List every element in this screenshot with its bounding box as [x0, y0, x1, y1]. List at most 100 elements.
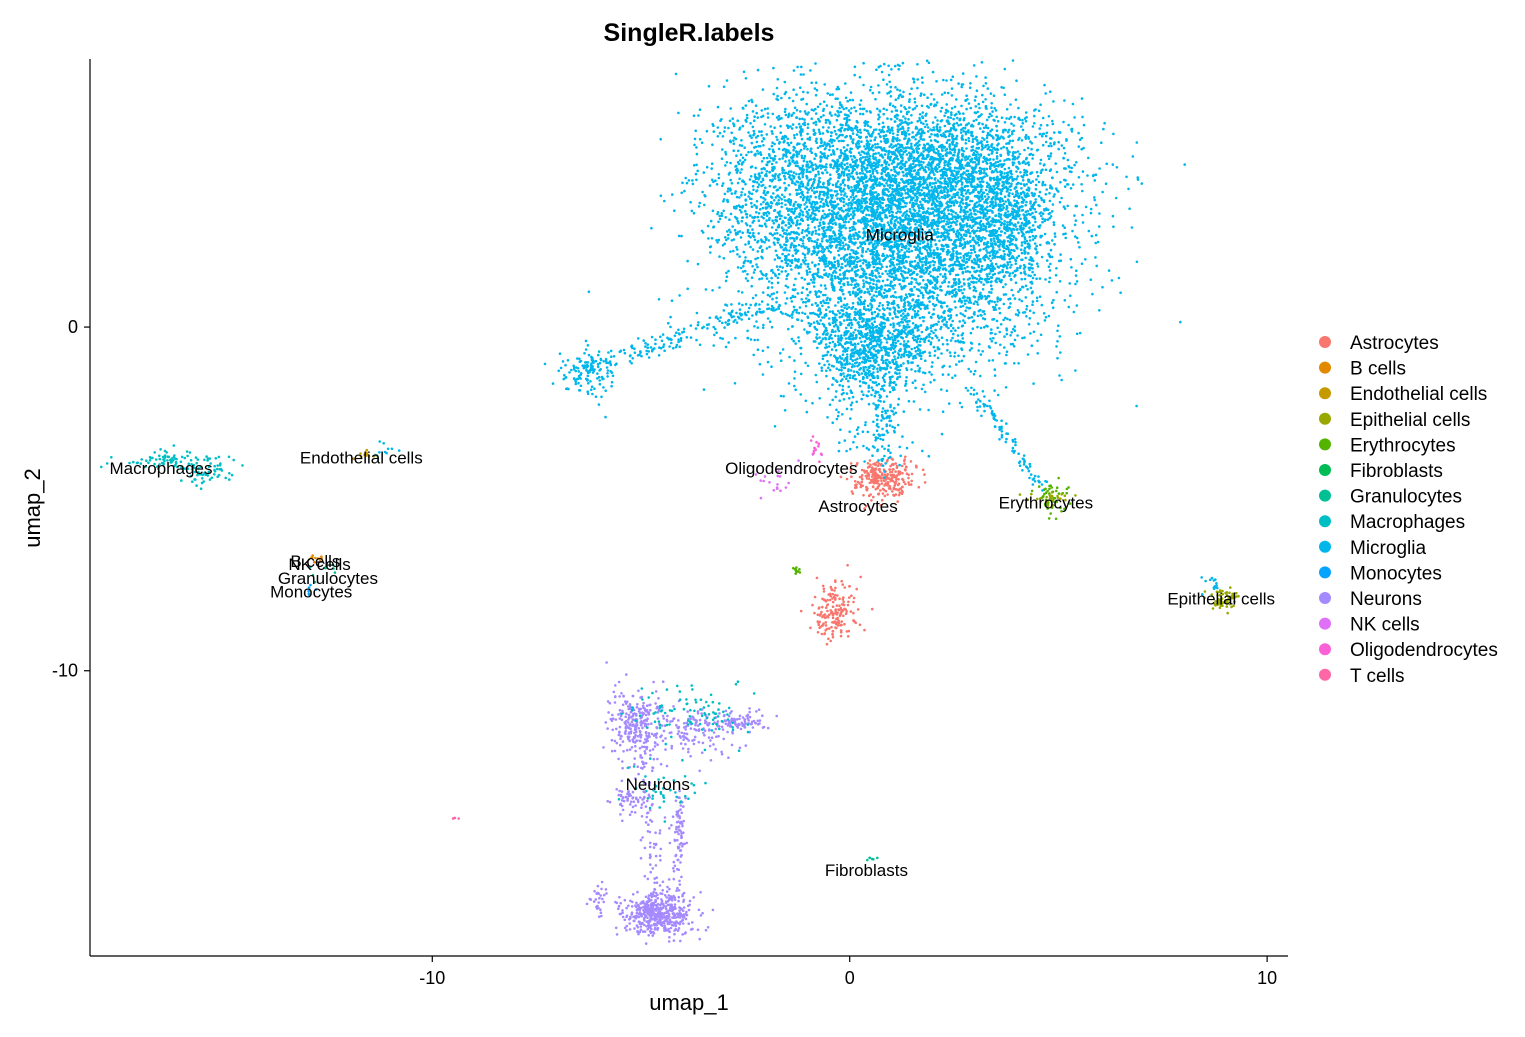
point-microglia — [998, 271, 1002, 274]
point-microglia — [1020, 125, 1023, 128]
point-microglia — [823, 316, 826, 319]
point-microglia — [901, 199, 904, 203]
point-microglia — [866, 264, 870, 267]
point-microglia — [841, 384, 845, 388]
point-microglia — [898, 181, 901, 185]
point-microglia — [981, 295, 984, 299]
point-microglia — [901, 254, 905, 258]
point-microglia — [845, 258, 849, 261]
point-microglia — [940, 220, 943, 223]
point-microglia — [911, 108, 915, 111]
point-microglia — [824, 287, 827, 290]
point-microglia — [1009, 334, 1012, 337]
point-microglia — [795, 311, 798, 314]
point-microglia — [842, 292, 845, 296]
point-microglia — [918, 192, 922, 195]
point-microglia — [845, 253, 849, 257]
point-microglia — [946, 91, 950, 95]
point-microglia — [813, 240, 817, 243]
point-microglia — [1026, 288, 1029, 291]
point-microglia — [786, 286, 790, 289]
point-microglia — [757, 219, 761, 222]
point-microglia — [1043, 319, 1047, 322]
point-microglia — [870, 296, 874, 299]
point-microglia — [902, 410, 906, 413]
point-microglia — [1050, 301, 1054, 305]
point-microglia — [772, 271, 775, 274]
point-microglia — [948, 365, 952, 368]
point-microglia — [848, 134, 852, 138]
point-microglia — [1057, 147, 1060, 151]
point-microglia — [945, 291, 949, 295]
point-microglia — [826, 154, 830, 158]
point-microglia — [784, 203, 787, 207]
point-microglia — [1071, 102, 1075, 106]
point-microglia — [798, 117, 801, 121]
point-microglia — [955, 223, 958, 226]
point-microglia — [1015, 228, 1019, 231]
point-microglia — [981, 350, 984, 353]
point-microglia — [1032, 330, 1036, 334]
point-microglia — [893, 284, 897, 287]
point-microglia — [971, 140, 975, 144]
point-microglia — [987, 300, 990, 304]
point-microglia — [845, 353, 849, 356]
point-microglia — [809, 170, 812, 174]
point-microglia — [881, 128, 884, 132]
point-microglia — [956, 191, 960, 194]
point-microglia — [824, 312, 828, 316]
point-microglia — [747, 317, 751, 321]
point-microglia — [931, 207, 935, 210]
point-microglia — [805, 410, 809, 414]
point-microglia — [860, 290, 863, 294]
point-microglia — [955, 363, 958, 366]
point-microglia — [915, 142, 918, 145]
point-microglia — [847, 169, 851, 172]
point-microglia — [876, 142, 879, 146]
point-microglia — [926, 327, 929, 331]
point-microglia — [785, 229, 788, 232]
point-microglia — [950, 213, 953, 216]
point-microglia — [811, 281, 815, 284]
point-microglia — [809, 237, 812, 240]
point-microglia — [716, 105, 720, 109]
point-microglia — [862, 300, 866, 304]
point-microglia — [913, 310, 917, 313]
point-microglia — [736, 248, 739, 251]
point-microglia — [914, 164, 918, 167]
point-microglia — [770, 286, 774, 289]
point-microglia — [886, 303, 890, 307]
point-microglia — [871, 155, 875, 158]
point-microglia — [900, 95, 904, 99]
point-microglia — [806, 265, 810, 268]
point-microglia — [1068, 282, 1071, 285]
point-microglia — [1025, 315, 1028, 318]
point-microglia — [705, 129, 709, 133]
point-microglia — [900, 314, 903, 317]
point-microglia — [963, 302, 967, 306]
point-microglia — [832, 288, 835, 292]
point-microglia — [742, 250, 746, 254]
point-microglia — [960, 324, 964, 328]
point-microglia — [1091, 292, 1094, 296]
point-microglia — [799, 372, 803, 376]
point-microglia — [824, 301, 828, 305]
point-microglia — [1094, 233, 1098, 237]
point-microglia — [977, 254, 980, 257]
point-microglia — [889, 117, 893, 121]
point-microglia — [834, 304, 837, 307]
point-microglia — [1005, 350, 1009, 354]
point-microglia — [945, 141, 949, 144]
point-microglia — [813, 312, 817, 316]
point-microglia — [956, 273, 960, 277]
point-microglia — [950, 258, 953, 262]
point-microglia — [891, 317, 894, 320]
point-microglia — [1040, 303, 1044, 307]
point-microglia — [957, 278, 961, 281]
point-microglia — [839, 285, 843, 289]
point-microglia — [820, 186, 823, 189]
point-microglia — [1060, 378, 1063, 382]
point-microglia — [834, 276, 837, 280]
point-microglia — [984, 76, 987, 79]
point-microglia — [854, 318, 858, 322]
